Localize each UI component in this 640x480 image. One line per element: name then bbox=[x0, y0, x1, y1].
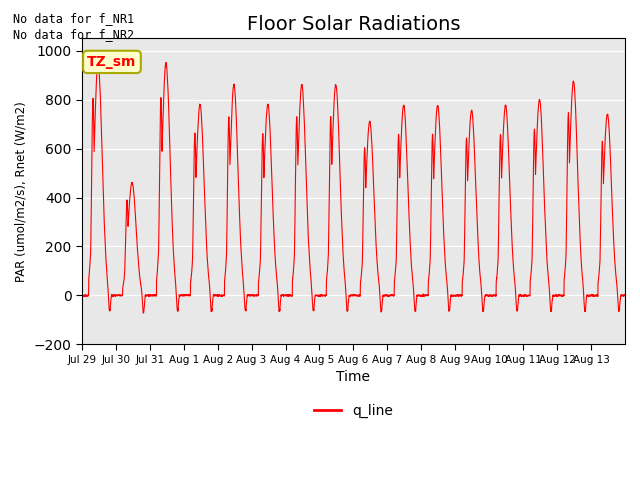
Text: No data for f_NR2: No data for f_NR2 bbox=[13, 28, 134, 41]
X-axis label: Time: Time bbox=[337, 371, 371, 384]
Text: TZ_sm: TZ_sm bbox=[87, 55, 137, 69]
Y-axis label: PAR (umol/m2/s), Rnet (W/m2): PAR (umol/m2/s), Rnet (W/m2) bbox=[15, 101, 28, 282]
Text: No data for f_NR1: No data for f_NR1 bbox=[13, 12, 134, 24]
Legend: q_line: q_line bbox=[308, 398, 399, 423]
Title: Floor Solar Radiations: Floor Solar Radiations bbox=[246, 15, 460, 34]
